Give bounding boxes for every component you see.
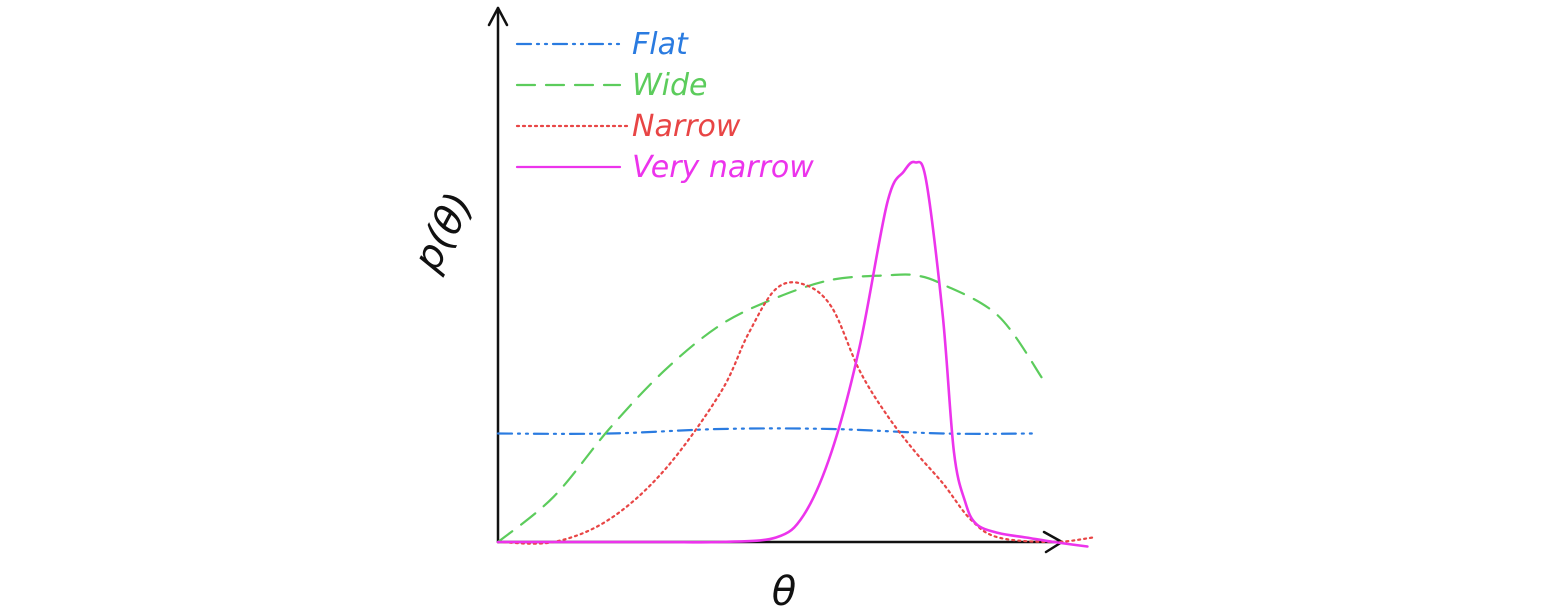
legend-item-wide: Wide	[515, 68, 708, 103]
y-axis-label: p(θ)	[404, 185, 483, 279]
series-line-flat	[496, 427, 1033, 435]
series-line-wide	[496, 273, 1044, 544]
series-lines	[496, 160, 1094, 548]
y-axis-arrowhead	[487, 6, 509, 27]
legend-label-flat: Flat	[632, 27, 689, 62]
series-line-very-narrow	[496, 160, 1089, 548]
legend-label-very-narrow: Very narrow	[632, 150, 814, 185]
y-axis	[487, 6, 509, 544]
legend-label-narrow: Narrow	[632, 109, 741, 144]
x-axis-label: θ	[772, 569, 796, 615]
legend-item-very-narrow: Very narrow	[515, 150, 814, 185]
legend-item-flat: Flat	[515, 27, 689, 62]
legend: Flat Wide Narrow Very narrow	[515, 27, 814, 185]
legend-item-narrow: Narrow	[515, 109, 741, 144]
legend-label-wide: Wide	[632, 68, 708, 103]
